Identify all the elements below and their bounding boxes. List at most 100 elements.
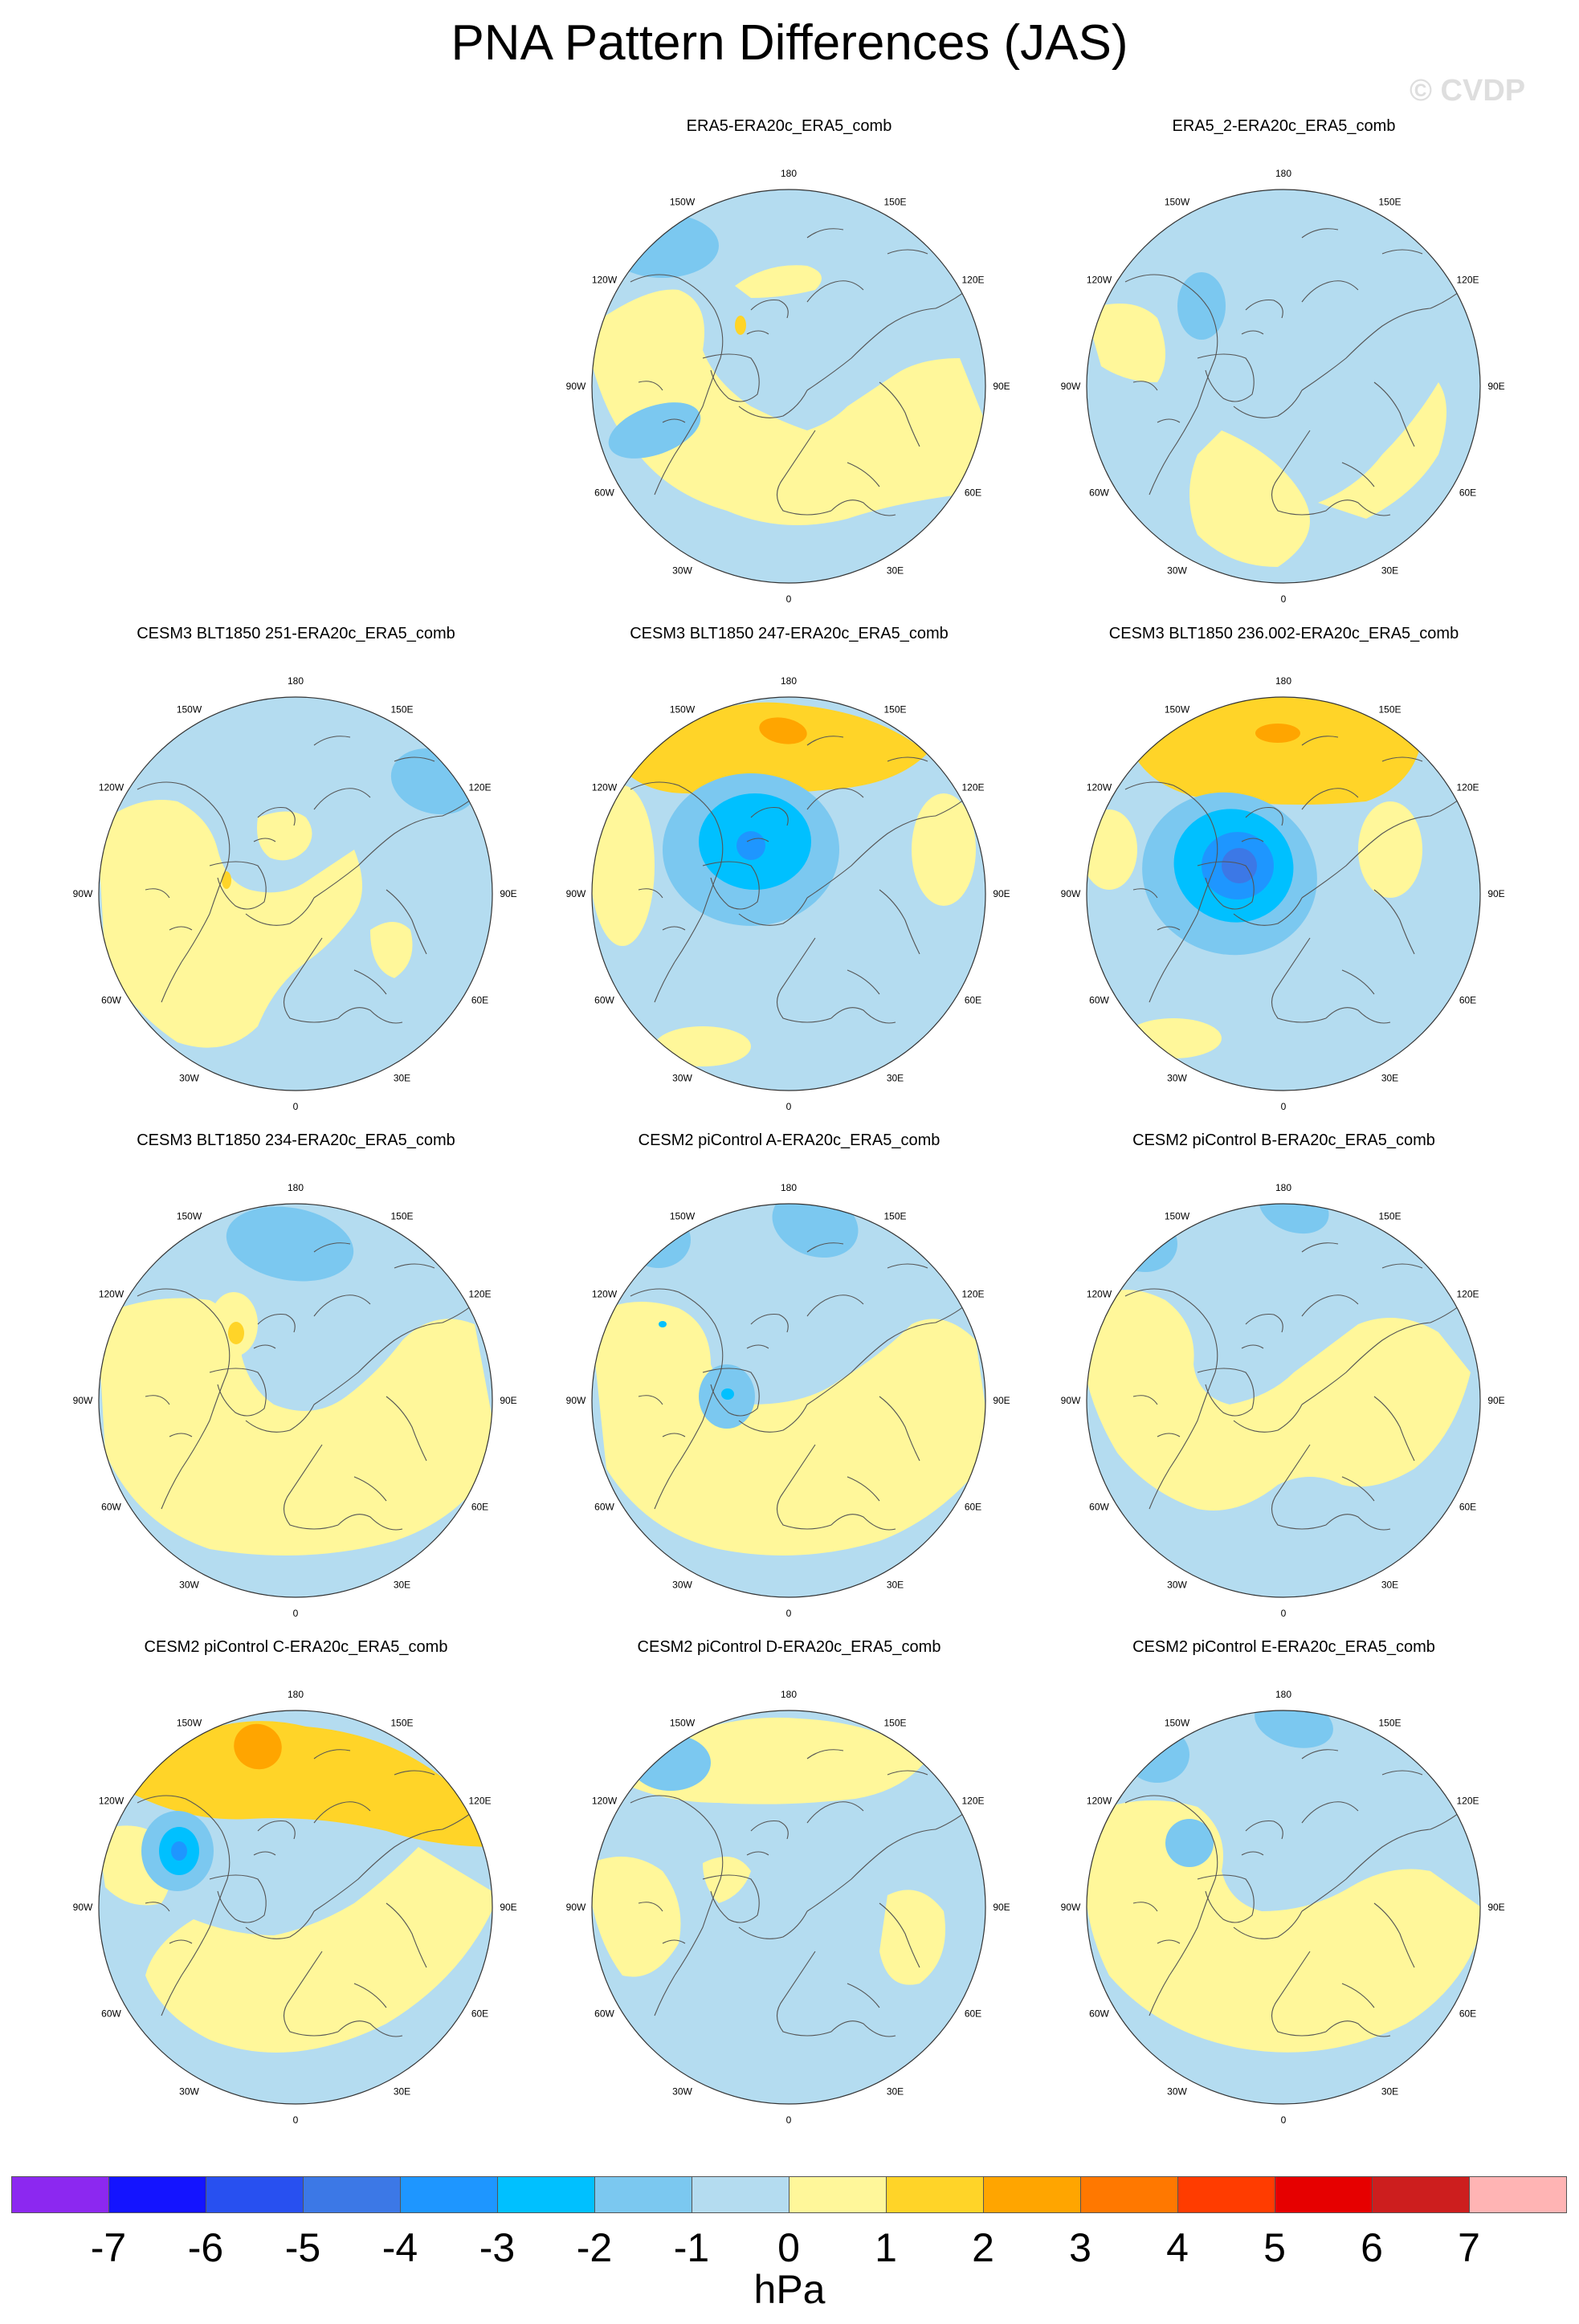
coastline xyxy=(662,1433,686,1437)
longitude-label: 30E xyxy=(887,565,904,576)
longitude-label: 60E xyxy=(471,995,488,1006)
positive-anomaly xyxy=(1358,801,1422,898)
colorbar-box xyxy=(11,2176,109,2213)
longitude-label: 0 xyxy=(1281,593,1287,605)
coastline xyxy=(313,1749,351,1759)
positive-anomaly xyxy=(222,871,231,889)
polar-map: 180 150E 120E 90E 60E 30E 0 30W 60W 90W 120W 150W xyxy=(73,1689,517,2126)
coastline xyxy=(394,1770,435,1776)
longitude-label: 0 xyxy=(1281,1608,1287,1619)
coastline xyxy=(169,926,193,931)
coastline xyxy=(1301,1242,1339,1253)
longitude-label: 150W xyxy=(670,1211,696,1222)
coastline xyxy=(1301,736,1339,746)
longitude-label: 0 xyxy=(1281,1101,1287,1112)
longitude-label: 90W xyxy=(73,1902,93,1913)
map-panel-era5-2: ERA5_2-ERA20c_ERA5_comb 180 150E 120E 90E 60… xyxy=(1037,117,1531,623)
colorbar-box xyxy=(886,2176,984,2213)
longitude-label: 120W xyxy=(1087,782,1112,793)
map-field xyxy=(1087,1204,1480,1597)
coastline xyxy=(161,961,182,1003)
coastline xyxy=(1132,381,1158,391)
coastline xyxy=(887,756,928,762)
map-panel-cesm2-d: CESM2 piControl D-ERA20c_ERA5_comb 180 15… xyxy=(542,1638,1036,2144)
colorbar-box xyxy=(1372,2176,1470,2213)
longitude-label: 30E xyxy=(887,1072,904,1083)
coastline xyxy=(806,308,936,391)
anomaly-region xyxy=(592,1302,985,1555)
longitude-label: 90E xyxy=(1487,1902,1504,1913)
coastline xyxy=(830,1007,896,1024)
anomaly-region xyxy=(99,800,362,1048)
longitude-label: 60W xyxy=(101,995,121,1006)
coastline xyxy=(750,1313,789,1333)
longitude-label: 150W xyxy=(177,1211,202,1222)
longitude-label: 90W xyxy=(566,381,586,392)
map-border xyxy=(591,1203,986,1598)
coastline xyxy=(353,969,387,995)
polar-map: 180 150E 120E 90E 60E 30E 0 30W 60W 90W 120W 150W xyxy=(566,675,1010,1112)
coastline xyxy=(1271,937,1327,1023)
coastline xyxy=(738,1404,808,1433)
longitude-label: 60W xyxy=(1089,995,1109,1006)
coastline xyxy=(702,1368,760,1417)
coastline xyxy=(169,1939,193,1944)
longitude-label: 180 xyxy=(1275,675,1291,687)
anomaly-region xyxy=(257,811,312,861)
coastline xyxy=(1157,1433,1181,1437)
panel-title: CESM3 BLT1850 234-ERA20c_ERA5_comb xyxy=(137,1131,455,1149)
coastline xyxy=(638,1902,663,1912)
longitude-label: 30E xyxy=(1381,1579,1398,1590)
colorbar-tick-label: -1 xyxy=(673,2225,710,2270)
longitude-label: 60W xyxy=(101,2008,121,2020)
coastline xyxy=(1245,1313,1283,1333)
coastline xyxy=(209,1368,267,1417)
coastline xyxy=(1381,1770,1423,1776)
longitude-label: 180 xyxy=(288,1689,304,1700)
longitude-label: 90E xyxy=(993,1395,1010,1406)
coastline xyxy=(1241,330,1264,335)
coastline xyxy=(1241,1851,1264,1856)
panel-title: CESM2 piControl D-ERA20c_ERA5_comb xyxy=(637,1638,941,1656)
coastlines xyxy=(1124,1749,1480,2037)
longitude-label: 30W xyxy=(672,1072,692,1083)
coastline xyxy=(313,815,443,899)
colorbar-box xyxy=(108,2176,206,2213)
coastline xyxy=(1301,815,1431,899)
coastline xyxy=(654,1975,675,2016)
panel-title: CESM2 piControl B-ERA20c_ERA5_comb xyxy=(1132,1131,1435,1149)
panel-title: CESM2 piControl E-ERA20c_ERA5_comb xyxy=(1132,1638,1435,1656)
map-border xyxy=(1086,1203,1481,1598)
longitude-label: 150W xyxy=(1165,1718,1190,1729)
coastline xyxy=(702,353,760,402)
longitude-label: 30W xyxy=(672,2085,692,2097)
negative-anomaly xyxy=(1125,1727,1189,1783)
coastline xyxy=(137,1288,231,1470)
coastline xyxy=(1245,806,1283,826)
longitude-label: 120W xyxy=(592,782,618,793)
longitude-label: 30E xyxy=(1381,565,1398,576)
coastline xyxy=(776,1444,832,1530)
coastline xyxy=(750,299,789,319)
coastline xyxy=(806,1295,864,1317)
map-panel-era5: ERA5-ERA20c_ERA5_comb 180 150E 120E 90E 60E 3… xyxy=(542,117,1036,623)
coastlines xyxy=(137,736,492,1024)
coastline xyxy=(386,1902,427,1968)
positive-anomaly xyxy=(1125,1018,1222,1058)
longitude-label: 30W xyxy=(179,2085,199,2097)
coastline xyxy=(630,781,724,963)
coastline xyxy=(337,2020,403,2037)
longitude-label: 60W xyxy=(594,1502,614,1513)
positive-anomaly xyxy=(655,1026,751,1066)
longitude-label: 150E xyxy=(883,1211,906,1222)
coastline xyxy=(313,1295,371,1317)
coastline xyxy=(313,788,371,810)
colorbar-tick-label: -5 xyxy=(284,2225,321,2270)
negative-anomaly-core xyxy=(1222,848,1257,883)
longitude-label: 0 xyxy=(786,2114,792,2126)
negative-anomaly xyxy=(226,1206,354,1282)
map-border xyxy=(591,1710,986,2105)
longitude-label: 120E xyxy=(1456,782,1479,793)
longitude-label: 90W xyxy=(566,888,586,899)
colorbar-box xyxy=(400,2176,498,2213)
